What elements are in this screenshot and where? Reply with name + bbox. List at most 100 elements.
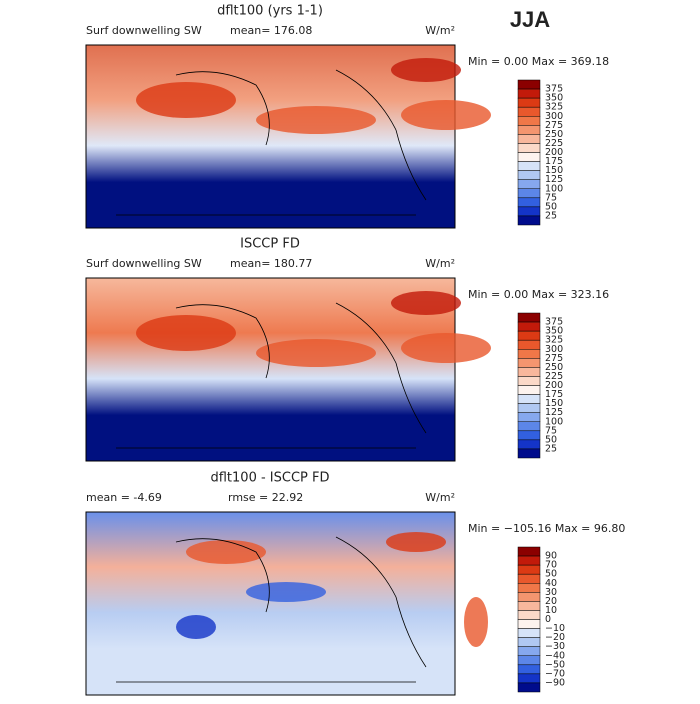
colorbar-box	[517, 197, 541, 208]
colorbar-box	[517, 564, 541, 575]
colorbar-label: 200	[545, 147, 563, 158]
colorbar-label: 200	[545, 380, 563, 391]
colorbar-label: 20	[545, 596, 557, 607]
colorbar-label: 250	[545, 362, 563, 373]
colorbar-label: 175	[545, 156, 563, 167]
colorbar-box	[517, 339, 541, 350]
colorbar-label: 25	[545, 443, 557, 454]
map-feature	[391, 291, 461, 315]
colorbar-box	[517, 394, 541, 404]
colorbar-box	[517, 125, 541, 135]
panel-title: dflt100 - ISCCP FD	[210, 471, 329, 486]
colorbar-label: 150	[545, 398, 563, 409]
colorbar-label: 375	[545, 317, 563, 328]
colorbar-box	[517, 673, 541, 684]
colorbar-box	[517, 619, 541, 629]
range-label: Min = −105.16 Max = 96.80	[468, 522, 625, 535]
colorbar-label: 300	[545, 344, 563, 355]
colorbar-label: −40	[545, 650, 565, 661]
map-feature	[186, 540, 266, 564]
colorbar-box	[517, 385, 541, 395]
map-feature	[136, 82, 236, 118]
colorbar-label: 275	[545, 120, 563, 131]
map-feature	[136, 315, 236, 351]
coastline	[116, 69, 427, 216]
map-feature	[246, 582, 326, 602]
colorbar-box	[517, 321, 541, 332]
colorbar-box	[517, 637, 541, 647]
map-feature	[464, 597, 488, 647]
coastline	[116, 536, 427, 683]
colorbar-box	[517, 188, 541, 199]
colorbar-label: 50	[545, 569, 557, 580]
colorbar-label: 325	[545, 102, 563, 113]
colorbar-label: 325	[545, 335, 563, 346]
colorbar-box	[517, 161, 541, 171]
colorbar-box	[517, 97, 541, 108]
colorbar-label: 75	[545, 425, 557, 436]
colorbar-box	[517, 421, 541, 432]
colorbar-label: 350	[545, 93, 563, 104]
colorbar-label: 250	[545, 129, 563, 140]
colorbar-box	[517, 215, 541, 226]
panel-stat-label: mean= 180.77	[230, 257, 312, 270]
map-feature	[256, 339, 376, 367]
colorbar-label: 275	[545, 353, 563, 364]
colorbar-box	[517, 376, 541, 386]
map-field	[85, 277, 456, 462]
panel-left-label: Surf downwelling SW	[86, 257, 202, 270]
panel-left-label: Surf downwelling SW	[86, 24, 202, 37]
colorbar-label: −90	[545, 677, 565, 688]
colorbar-label: 70	[545, 560, 557, 571]
colorbar-label: 150	[545, 165, 563, 176]
panel-units: W/m²	[425, 491, 455, 504]
colorbar-box	[517, 206, 541, 217]
colorbar-label: 350	[545, 326, 563, 337]
panel-left-label: mean = -4.69	[86, 491, 162, 504]
colorbar-box	[517, 682, 541, 693]
colorbar-label: 75	[545, 192, 557, 203]
colorbar-label: 25	[545, 210, 557, 221]
colorbar-label: 50	[545, 434, 557, 445]
colorbar-label: 40	[545, 578, 557, 589]
map-feature	[401, 100, 491, 130]
panel-title: dflt100 (yrs 1-1)	[217, 4, 323, 19]
colorbar-label: −50	[545, 659, 565, 670]
colorbar-box	[517, 573, 541, 584]
colorbar-box	[517, 179, 541, 189]
map-field	[85, 44, 456, 229]
colorbar-box	[517, 88, 541, 99]
map-feature	[176, 615, 216, 639]
map-feature	[391, 58, 461, 82]
colorbar-box	[517, 358, 541, 368]
colorbar-box	[517, 430, 541, 441]
colorbar-box	[517, 610, 541, 620]
colorbar-box	[517, 349, 541, 359]
colorbar-label: −20	[545, 632, 565, 643]
colorbar-box	[517, 555, 541, 566]
colorbar-label: 100	[545, 183, 563, 194]
colorbar-label: 10	[545, 605, 557, 616]
panel-units: W/m²	[425, 257, 455, 270]
colorbar-box	[517, 448, 541, 459]
colorbar-box	[517, 646, 541, 656]
colorbar-label: −10	[545, 623, 565, 634]
colorbar-box	[517, 601, 541, 611]
colorbar-box	[517, 106, 541, 117]
colorbar-box	[517, 583, 541, 593]
colorbar-box	[517, 664, 541, 675]
colorbar-label: 30	[545, 587, 557, 598]
colorbar-label: 225	[545, 138, 563, 149]
colorbar-label: −70	[545, 668, 565, 679]
map-feature	[256, 106, 376, 134]
colorbar-box	[517, 439, 541, 450]
colorbar-box	[517, 592, 541, 602]
season-label: JJA	[510, 7, 550, 32]
colorbar-label: 125	[545, 174, 563, 185]
panel-units: W/m²	[425, 24, 455, 37]
colorbar-box	[517, 655, 541, 666]
colorbar-box	[517, 412, 541, 422]
coastline	[116, 302, 427, 449]
colorbar-label: 225	[545, 371, 563, 382]
